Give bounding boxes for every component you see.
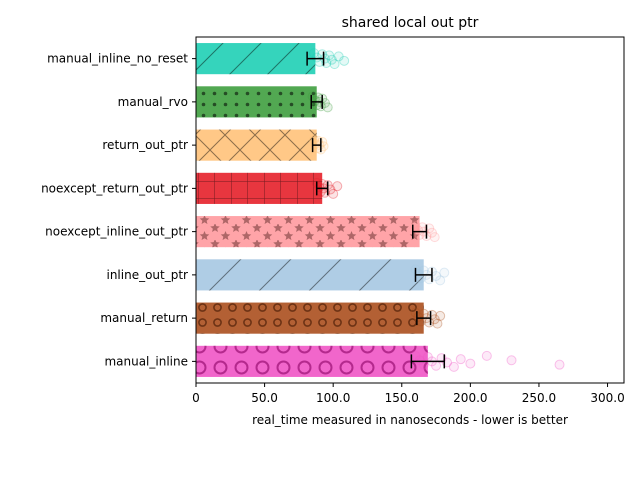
- bar-hatch: [196, 43, 316, 75]
- sample-point: [317, 136, 328, 147]
- sample-point: [332, 181, 343, 192]
- sample-point: [426, 309, 437, 320]
- sample-point: [329, 59, 340, 70]
- x-tick-label: 0: [192, 391, 200, 405]
- sample-point: [414, 229, 425, 240]
- x-axis: 0 50.0 100.0 150.0 200.0 250.0 300.0: [192, 383, 625, 405]
- bar-hatch: [196, 345, 428, 377]
- x-tick-label: 300.0: [590, 391, 624, 405]
- sample-point: [554, 359, 565, 370]
- x-tick-label: 250.0: [522, 391, 556, 405]
- x-tick-label: 200.0: [453, 391, 487, 405]
- sample-point: [418, 359, 429, 370]
- sample-point: [481, 350, 492, 361]
- y-tick-label: manual_rvo: [118, 95, 188, 109]
- sample-point: [431, 360, 442, 371]
- sample-point: [308, 48, 319, 59]
- sample-point: [415, 273, 426, 284]
- axes-frame: [195, 36, 625, 384]
- sample-point: [311, 100, 322, 111]
- sample-point: [413, 312, 424, 323]
- sample-point: [410, 307, 421, 318]
- sample-point: [328, 188, 339, 199]
- sample-point: [435, 275, 446, 286]
- sample-point: [506, 355, 517, 366]
- bar-hatch: [196, 129, 317, 161]
- x-axis-label: real_time measured in nanoseconds - lowe…: [252, 413, 568, 427]
- bar-hatch: [196, 172, 323, 204]
- bar-hatch: [196, 216, 420, 248]
- y-tick-label: manual_inline_no_reset: [47, 52, 188, 66]
- sample-point: [324, 50, 335, 61]
- sample-point: [432, 318, 443, 329]
- sample-point: [311, 52, 322, 63]
- y-tick-label: noexcept_inline_out_ptr: [45, 225, 188, 239]
- y-tick-label: manual_inline: [104, 354, 188, 368]
- x-tick-label: 50.0: [251, 391, 278, 405]
- sample-point: [465, 358, 476, 369]
- chart-title: shared local out ptr: [342, 15, 479, 31]
- sample-point: [339, 55, 350, 66]
- sample-point: [333, 51, 344, 62]
- sample-point: [426, 227, 437, 238]
- y-tick-label: manual_return: [100, 311, 188, 325]
- sample-point: [414, 355, 425, 366]
- sample-point: [455, 354, 466, 365]
- sample-point: [439, 267, 450, 278]
- plot-area: [196, 43, 565, 377]
- y-axis: manual_inline_no_reset manual_rvo return_o…: [41, 52, 196, 368]
- y-tick-label: inline_out_ptr: [106, 268, 188, 282]
- sample-point: [326, 54, 337, 65]
- sample-point: [448, 361, 459, 372]
- sample-point: [307, 91, 318, 102]
- y-tick-label: return_out_ptr: [102, 138, 188, 152]
- bar-hatch: [196, 302, 424, 334]
- sample-point: [413, 225, 424, 236]
- sample-point: [322, 102, 333, 113]
- sample-point: [308, 134, 319, 145]
- x-tick-label: 150.0: [385, 391, 419, 405]
- y-tick-label: noexcept_return_out_ptr: [41, 181, 188, 195]
- x-tick-label: 100.0: [316, 391, 350, 405]
- bar-hatch: [196, 259, 424, 291]
- sample-point: [435, 310, 446, 321]
- sample-point: [429, 232, 440, 243]
- bar-hatch: [196, 86, 317, 118]
